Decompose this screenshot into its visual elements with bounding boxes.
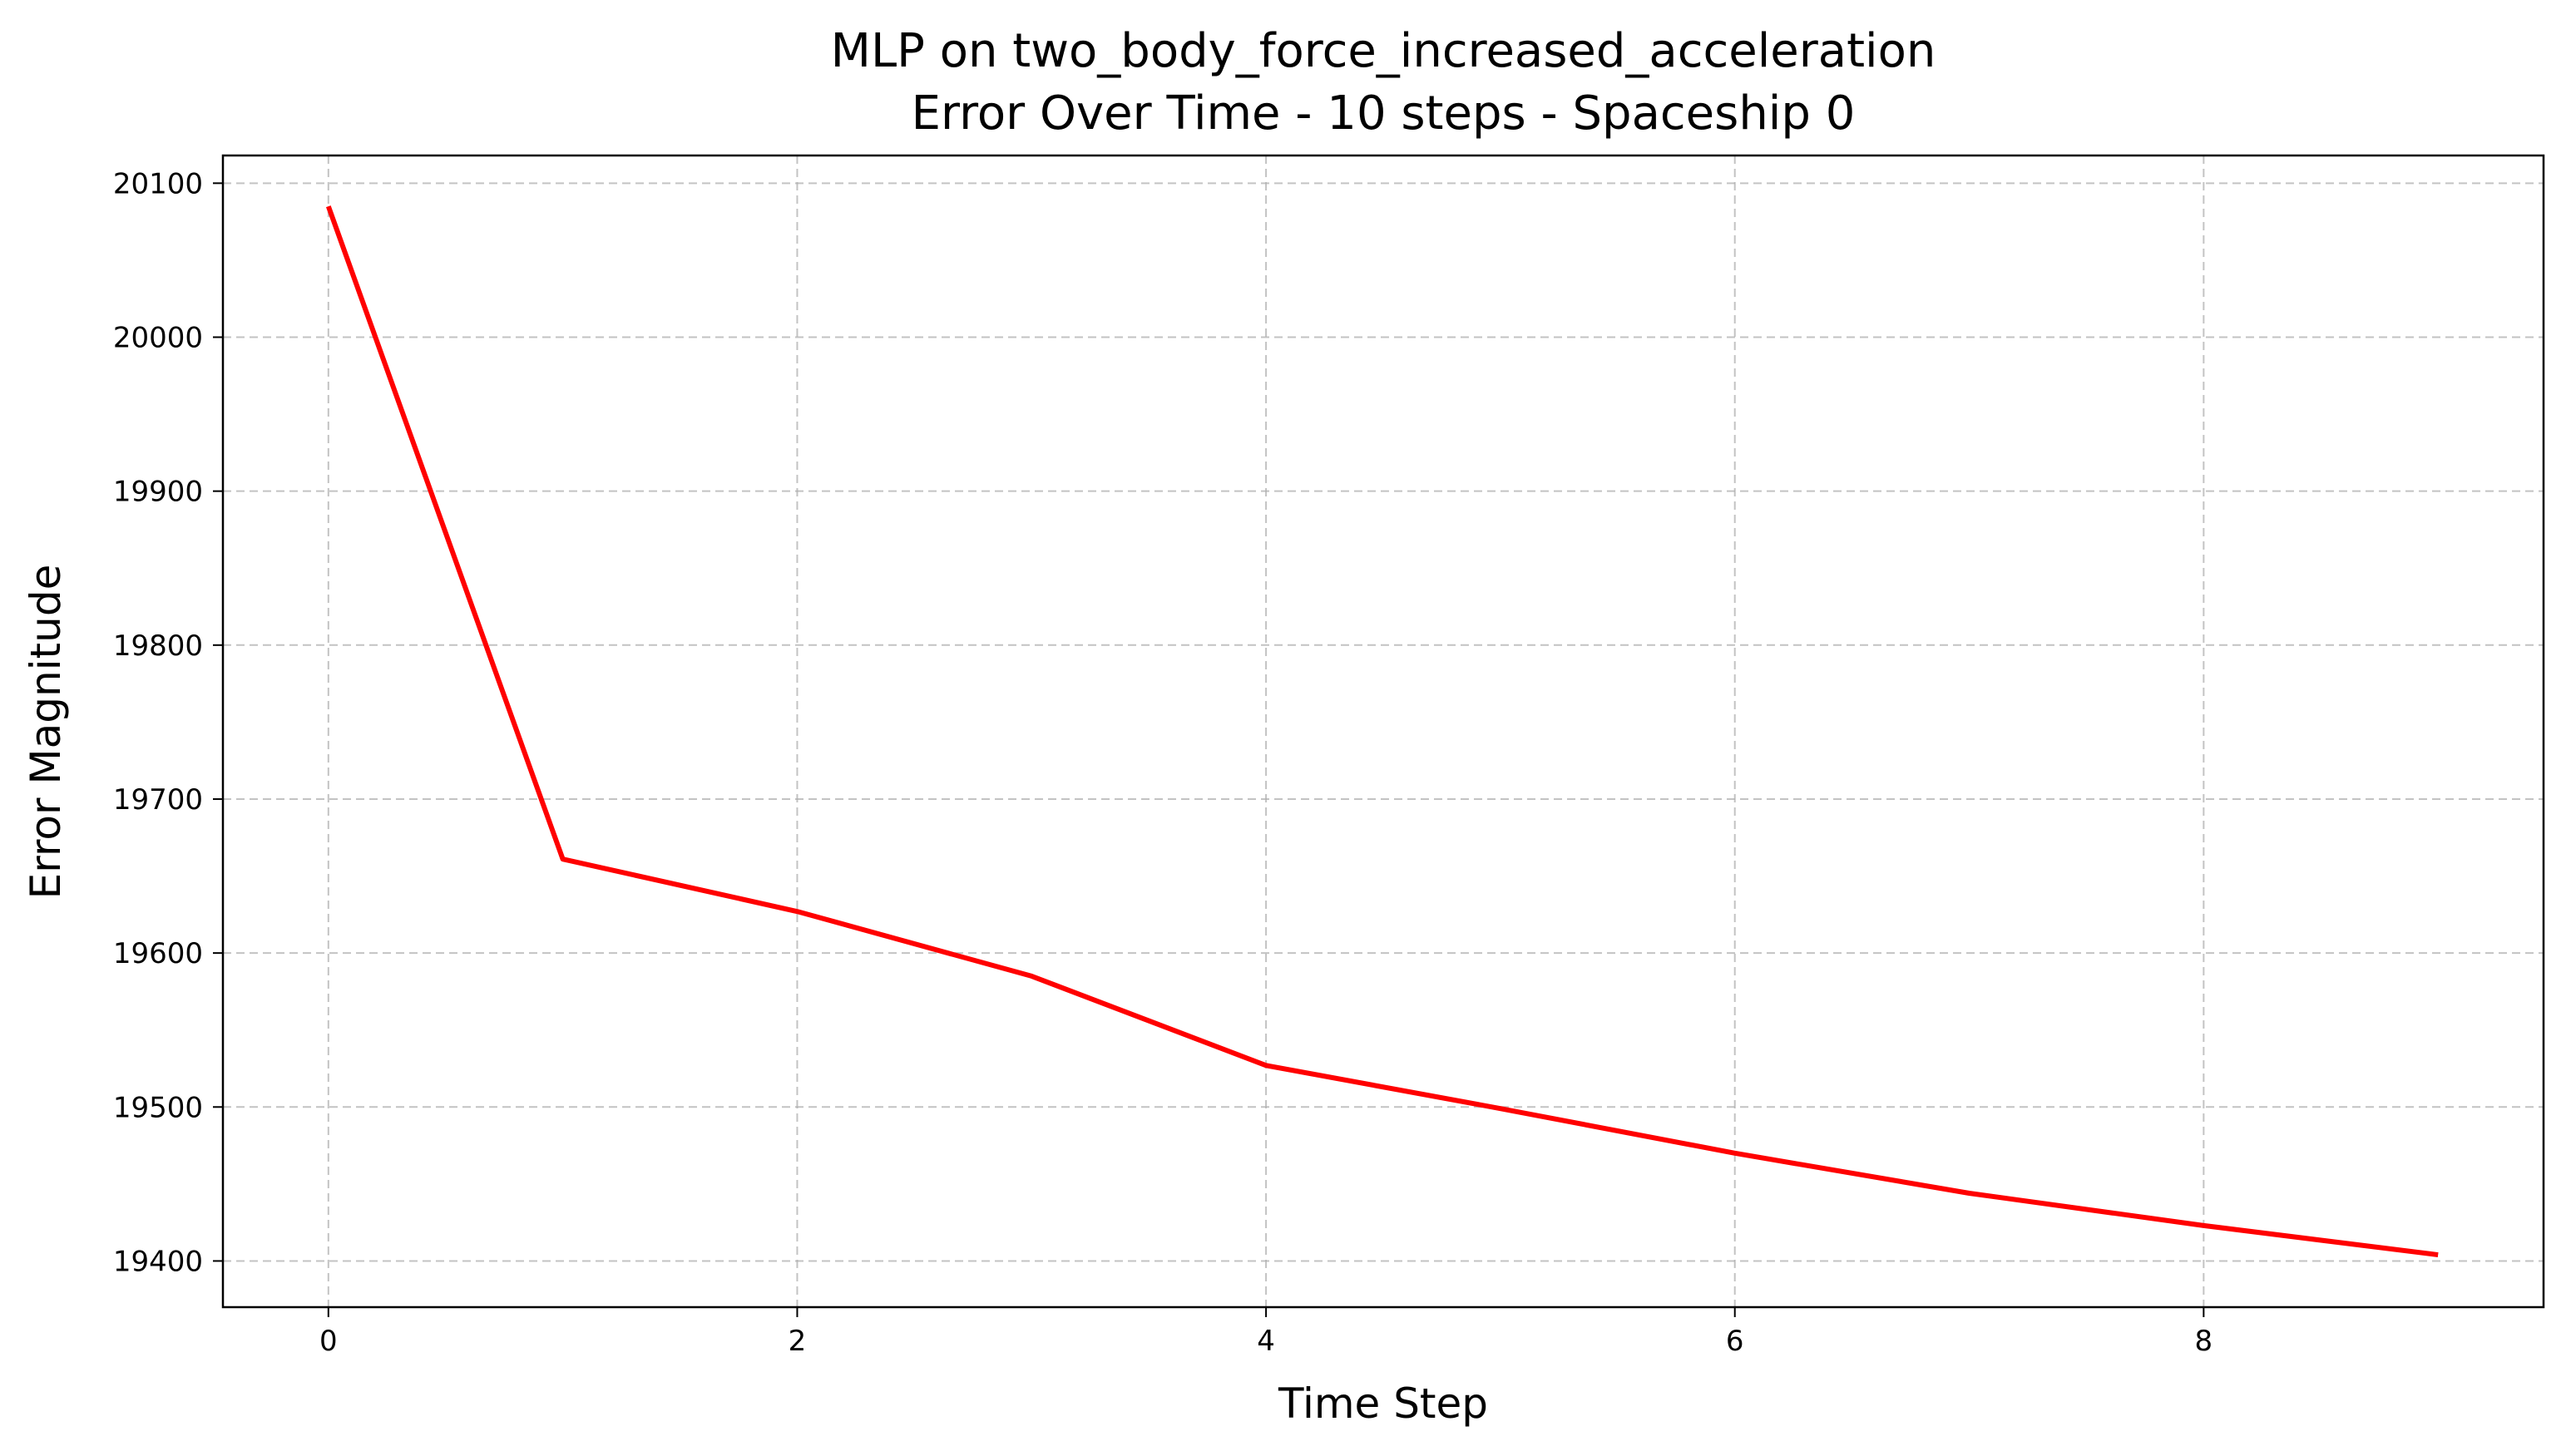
- y-tick-label: 19400: [113, 1245, 203, 1278]
- y-tick-label: 19900: [113, 476, 203, 509]
- y-tick-label: 20100: [113, 167, 203, 200]
- chart-title: MLP on two_body_force_increased_accelera…: [831, 24, 1936, 78]
- grid: [223, 155, 2544, 1307]
- y-axis: 19400 19500 19600 19700 19800 19900 20000 20100: [113, 167, 223, 1278]
- y-tick-label: 19800: [113, 629, 203, 663]
- x-tick-label: 2: [789, 1325, 807, 1358]
- x-tick-label: 6: [1726, 1325, 1744, 1358]
- x-tick-label: 0: [319, 1325, 338, 1358]
- chart-subtitle: Error Over Time - 10 steps - Spaceship 0: [912, 86, 1856, 141]
- x-axis: 0 2 4 6 8: [319, 1307, 2212, 1358]
- y-axis-label: Error Magnitude: [22, 565, 70, 900]
- x-tick-label: 4: [1257, 1325, 1275, 1358]
- series-layer: [325, 205, 2439, 1258]
- y-tick-label: 19600: [113, 937, 203, 970]
- plot-frame: [221, 154, 2545, 1309]
- y-tick-label: 19500: [113, 1091, 203, 1124]
- x-tick-label: 8: [2195, 1325, 2213, 1358]
- y-tick-label: 20000: [113, 321, 203, 354]
- x-axis-label: Time Step: [1278, 1379, 1488, 1428]
- series-line: [325, 205, 2439, 1258]
- y-tick-label: 19700: [113, 783, 203, 817]
